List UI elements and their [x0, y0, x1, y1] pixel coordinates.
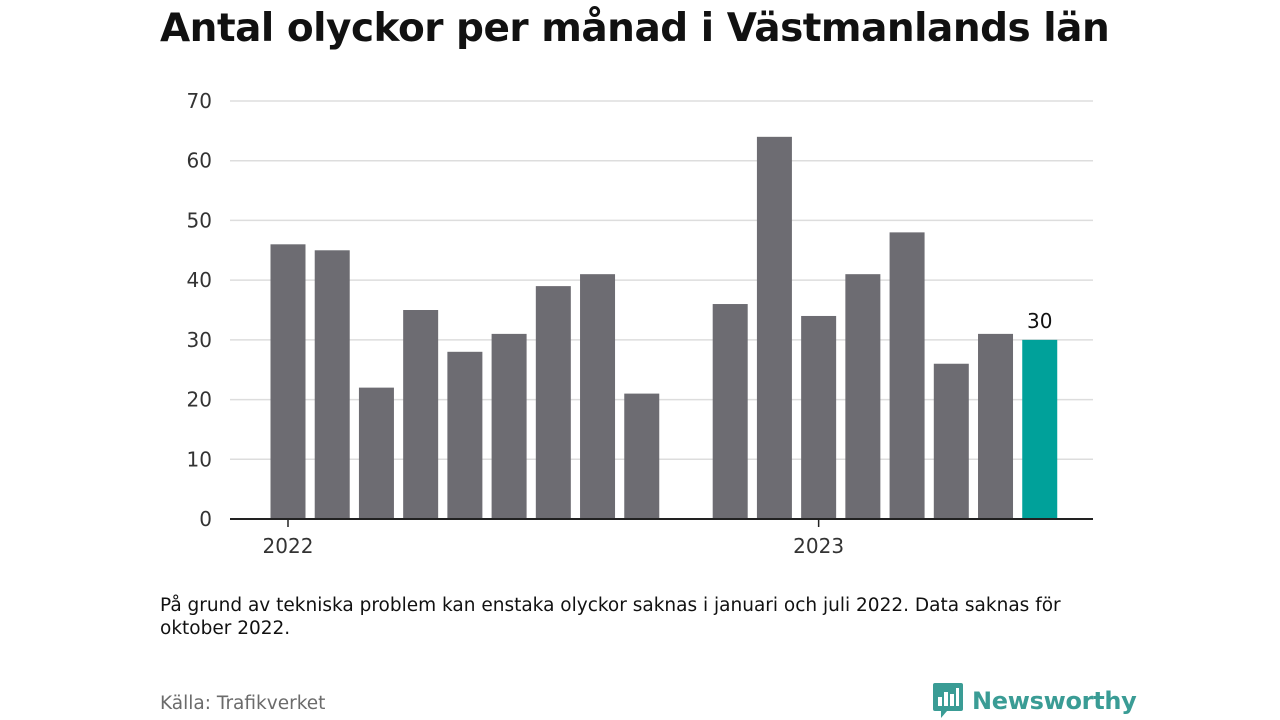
y-tick-label: 20 [187, 388, 212, 412]
bar [580, 274, 616, 519]
bar [712, 304, 748, 519]
newsworthy-brand: Newsworthy [933, 683, 1137, 719]
y-axis-ticks: 0 10 20 30 40 50 60 70 [187, 89, 212, 531]
y-tick-label: 30 [187, 328, 212, 352]
y-tick-label: 10 [187, 447, 212, 471]
bar [889, 232, 925, 519]
bar-chart: 0 10 20 30 40 50 60 70 30 2022 2023 [187, 89, 1093, 558]
bar [403, 310, 439, 519]
y-tick-label: 0 [199, 507, 212, 531]
bar [933, 363, 969, 519]
bar-chart-speech-bubble-icon [933, 683, 963, 718]
brand-name: Newsworthy [972, 687, 1137, 715]
y-tick-label: 70 [187, 89, 212, 113]
bars [270, 136, 1058, 520]
x-tick-label: 2022 [263, 534, 314, 558]
y-tick-label: 60 [187, 149, 212, 173]
bar [358, 387, 394, 519]
y-tick-label: 50 [187, 208, 212, 232]
bar [535, 286, 571, 519]
bar [801, 315, 837, 519]
source-credit: Källa: Trafikverket [160, 693, 326, 714]
x-tick-label: 2023 [793, 534, 844, 558]
chart-footnote: På grund av tekniska problem kan enstaka… [160, 595, 1061, 639]
bar [491, 333, 527, 519]
bar [624, 393, 660, 519]
y-tick-label: 40 [187, 268, 212, 292]
bar [447, 351, 483, 519]
chart-title: Antal olyckor per månad i Västmanlands l… [160, 6, 1110, 51]
bar [845, 274, 881, 519]
bar [314, 250, 350, 520]
data-labels: 30 [1027, 309, 1052, 333]
bar [978, 333, 1014, 519]
bar-highlight [1022, 339, 1058, 519]
bar [756, 136, 792, 520]
bar [270, 244, 306, 520]
x-axis: 2022 2023 [230, 518, 1093, 558]
bar-value-label: 30 [1027, 309, 1052, 333]
